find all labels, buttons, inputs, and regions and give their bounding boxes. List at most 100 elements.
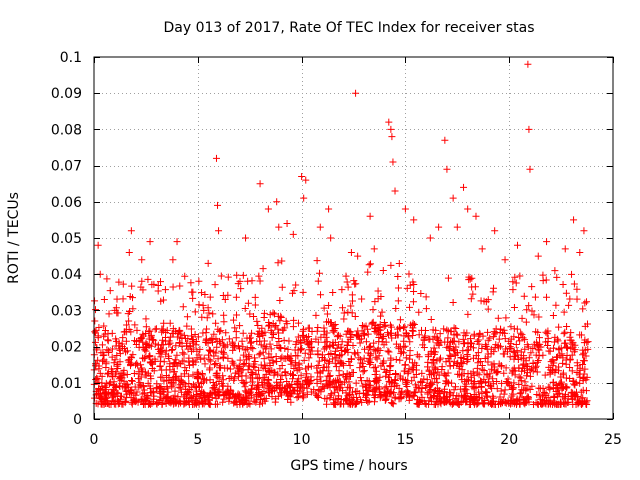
roti-point — [346, 397, 354, 405]
roti-point — [248, 385, 256, 393]
roti-point — [238, 337, 246, 345]
roti-point — [328, 380, 336, 388]
roti-point — [405, 270, 413, 278]
roti-point — [555, 367, 563, 375]
roti-point — [206, 347, 214, 355]
roti-point — [244, 390, 252, 398]
roti-point — [409, 278, 417, 286]
roti-point — [308, 327, 316, 335]
roti-point — [270, 331, 278, 339]
roti-point — [444, 334, 452, 342]
roti-point — [276, 389, 284, 397]
roti-point — [140, 400, 148, 408]
roti-point — [470, 332, 478, 340]
roti-point — [286, 355, 294, 363]
roti-point — [400, 337, 408, 345]
roti-point — [172, 342, 180, 350]
roti-point — [533, 390, 541, 398]
roti-point — [267, 345, 275, 353]
roti-point — [546, 370, 554, 378]
roti-point — [170, 368, 178, 376]
roti-point — [497, 399, 505, 407]
roti-point — [507, 340, 515, 348]
roti-point — [118, 343, 126, 351]
roti-point — [126, 362, 134, 370]
roti-point — [519, 364, 527, 372]
roti-point — [372, 347, 380, 355]
roti-point — [351, 388, 359, 396]
roti-point — [91, 394, 99, 402]
roti-point — [423, 382, 431, 390]
roti-point — [495, 398, 503, 406]
roti-point — [374, 287, 382, 295]
y-tick-label: 0 — [73, 412, 82, 428]
roti-point — [425, 367, 433, 375]
roti-peak-point — [426, 234, 434, 242]
roti-point — [380, 389, 388, 397]
roti-peak-point — [327, 234, 335, 242]
roti-point — [448, 400, 456, 408]
roti-point — [116, 346, 124, 354]
roti-point — [527, 349, 535, 357]
roti-point — [480, 400, 488, 408]
roti-peak-point — [256, 180, 264, 188]
roti-point — [118, 400, 126, 408]
roti-point — [190, 400, 198, 408]
roti-point — [213, 343, 221, 351]
roti-point — [275, 344, 283, 352]
roti-point — [193, 354, 201, 362]
roti-point — [112, 342, 120, 350]
roti-point — [361, 393, 369, 401]
roti-point — [113, 389, 121, 397]
roti-point — [314, 394, 322, 402]
roti-point — [188, 288, 196, 296]
roti-point — [198, 289, 206, 297]
roti-point — [95, 324, 103, 332]
roti-point — [338, 286, 346, 294]
roti-point — [356, 335, 364, 343]
roti-point — [197, 380, 205, 388]
y-tick-label: 0.06 — [51, 195, 82, 211]
roti-point — [557, 400, 565, 408]
roti-point — [163, 384, 171, 392]
roti-point — [384, 331, 392, 339]
y-tick-label: 0.02 — [51, 340, 82, 356]
roti-point — [314, 324, 322, 332]
roti-point — [429, 326, 437, 334]
roti-point — [188, 383, 196, 391]
roti-point — [327, 349, 335, 357]
roti-point — [522, 360, 530, 368]
roti-point — [517, 348, 525, 356]
roti-point — [428, 398, 436, 406]
roti-point — [140, 355, 148, 363]
roti-point — [132, 341, 140, 349]
roti-point — [195, 277, 203, 285]
roti-point — [225, 335, 233, 343]
roti-point — [294, 352, 302, 360]
roti-point — [137, 395, 145, 403]
roti-point — [365, 261, 373, 269]
roti-peak-point — [316, 223, 324, 231]
roti-point — [372, 367, 380, 375]
roti-point — [484, 305, 492, 313]
roti-point — [221, 343, 229, 351]
roti-point — [394, 297, 402, 305]
roti-point — [255, 351, 263, 359]
roti-point — [348, 368, 356, 376]
roti-point — [177, 360, 185, 368]
roti-point — [348, 309, 356, 317]
roti-point — [274, 325, 282, 333]
roti-point — [522, 387, 530, 395]
roti-point — [192, 387, 200, 395]
roti-point — [579, 397, 587, 405]
roti-point — [185, 372, 193, 380]
roti-point — [263, 380, 271, 388]
roti-point — [320, 304, 328, 312]
roti-point — [256, 400, 264, 408]
roti-point — [133, 326, 141, 334]
roti-point — [210, 330, 218, 338]
roti-point — [184, 345, 192, 353]
roti-point — [113, 362, 121, 370]
roti-point — [403, 390, 411, 398]
roti-point — [195, 301, 203, 309]
